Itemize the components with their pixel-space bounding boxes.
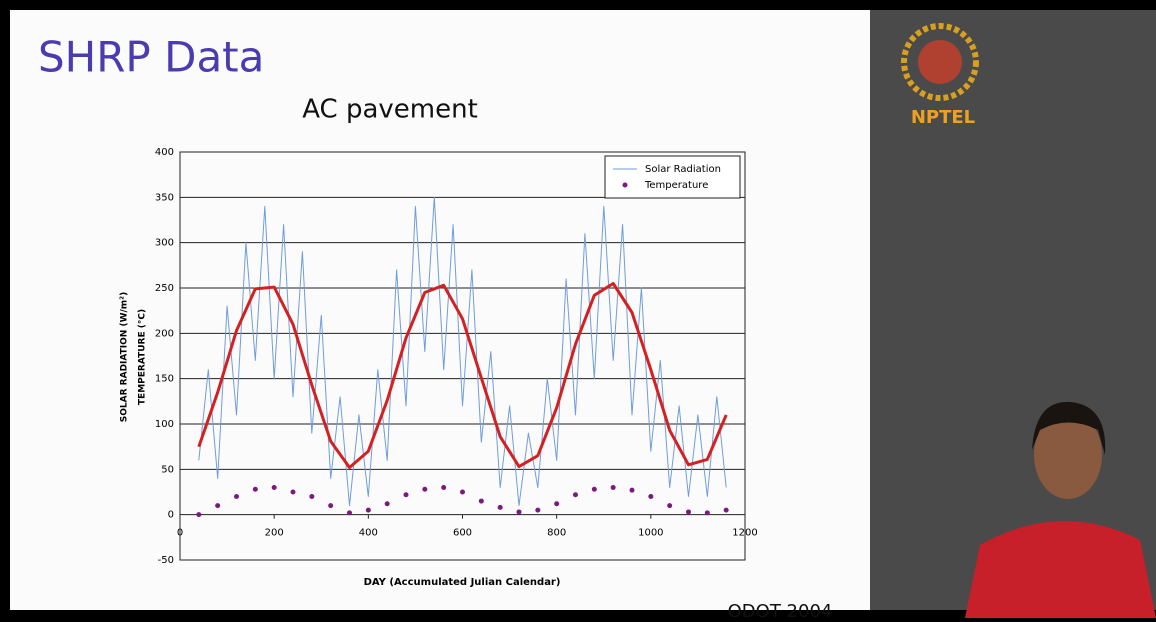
chart-title: AC pavement — [302, 95, 478, 125]
x-tick-label: 600 — [453, 528, 472, 539]
temperature-point — [629, 487, 635, 493]
y-axis-label: TEMPERATURE (°C) — [138, 309, 148, 405]
temperature-point — [309, 494, 315, 500]
source: ODOT 2004 — [728, 601, 833, 618]
logo-core — [918, 40, 962, 84]
y-tick-label: 150 — [155, 374, 174, 385]
temperature-point — [648, 494, 654, 500]
temperature-point — [384, 501, 390, 507]
legend: Solar Radiation Temperature — [604, 155, 741, 199]
temperature-point — [704, 510, 710, 516]
x-tick-label: 800 — [547, 528, 566, 539]
temperature-point — [422, 486, 428, 492]
logo-ring — [901, 23, 979, 101]
y-tick-label: -50 — [158, 555, 174, 566]
temperature-point — [271, 484, 277, 490]
temperature-point — [573, 492, 578, 498]
y-tick-label: 300 — [155, 238, 174, 249]
y-tick-label: 350 — [155, 192, 174, 203]
temperature-point — [328, 503, 334, 509]
temperature-point — [497, 504, 503, 510]
presenter-face — [1034, 411, 1102, 499]
presenter — [965, 401, 1156, 618]
fit-curve — [197, 282, 728, 469]
y-tick-label: 400 — [155, 147, 174, 158]
x-tick-label: 400 — [359, 528, 378, 539]
temperature-point — [723, 507, 729, 513]
temperature-point — [234, 494, 239, 500]
temperature-point — [347, 510, 352, 516]
legend-marker — [622, 182, 628, 188]
y-tick-label: 200 — [155, 328, 174, 339]
x-tick-label: 1000 — [638, 528, 663, 539]
temperature-point — [591, 486, 597, 492]
presenter-body — [965, 521, 1156, 618]
temperature-point — [290, 489, 296, 495]
legend-label: Solar Radiation — [645, 164, 721, 175]
temperature-point — [686, 509, 691, 515]
temperature-point — [252, 486, 258, 492]
plot-frame — [179, 151, 746, 561]
temperature-point — [215, 503, 221, 509]
x-tick-label: 200 — [265, 528, 284, 539]
temperature-point — [554, 501, 560, 507]
side-panel — [870, 10, 1156, 610]
y-tick-label: 50 — [161, 464, 174, 475]
temperature-point — [403, 492, 409, 498]
temperature-point — [441, 484, 447, 490]
temperature-point — [535, 507, 541, 513]
legend-box — [604, 155, 741, 199]
temperature-point — [610, 484, 616, 490]
legend-label: Temperature — [644, 180, 708, 191]
presenter-hair — [1032, 401, 1106, 455]
temperature-point — [478, 498, 484, 504]
temperature-point — [365, 507, 371, 513]
temperature-point — [667, 503, 673, 509]
y-tick-label: 250 — [155, 283, 174, 294]
temperature-point — [516, 509, 522, 515]
slide-title: SHRP Data — [38, 33, 264, 82]
y-axis-label: SOLAR RADIATION (W/m²) — [120, 292, 130, 422]
y-tick-label: 100 — [155, 419, 174, 430]
temperature-point — [196, 512, 202, 518]
logo-text: NPTEL — [911, 107, 975, 128]
x-axis-label: DAY (Accumulated Julian Calendar) — [364, 577, 561, 588]
y-tick-label: 0 — [168, 510, 174, 521]
temperature-point — [460, 489, 465, 495]
